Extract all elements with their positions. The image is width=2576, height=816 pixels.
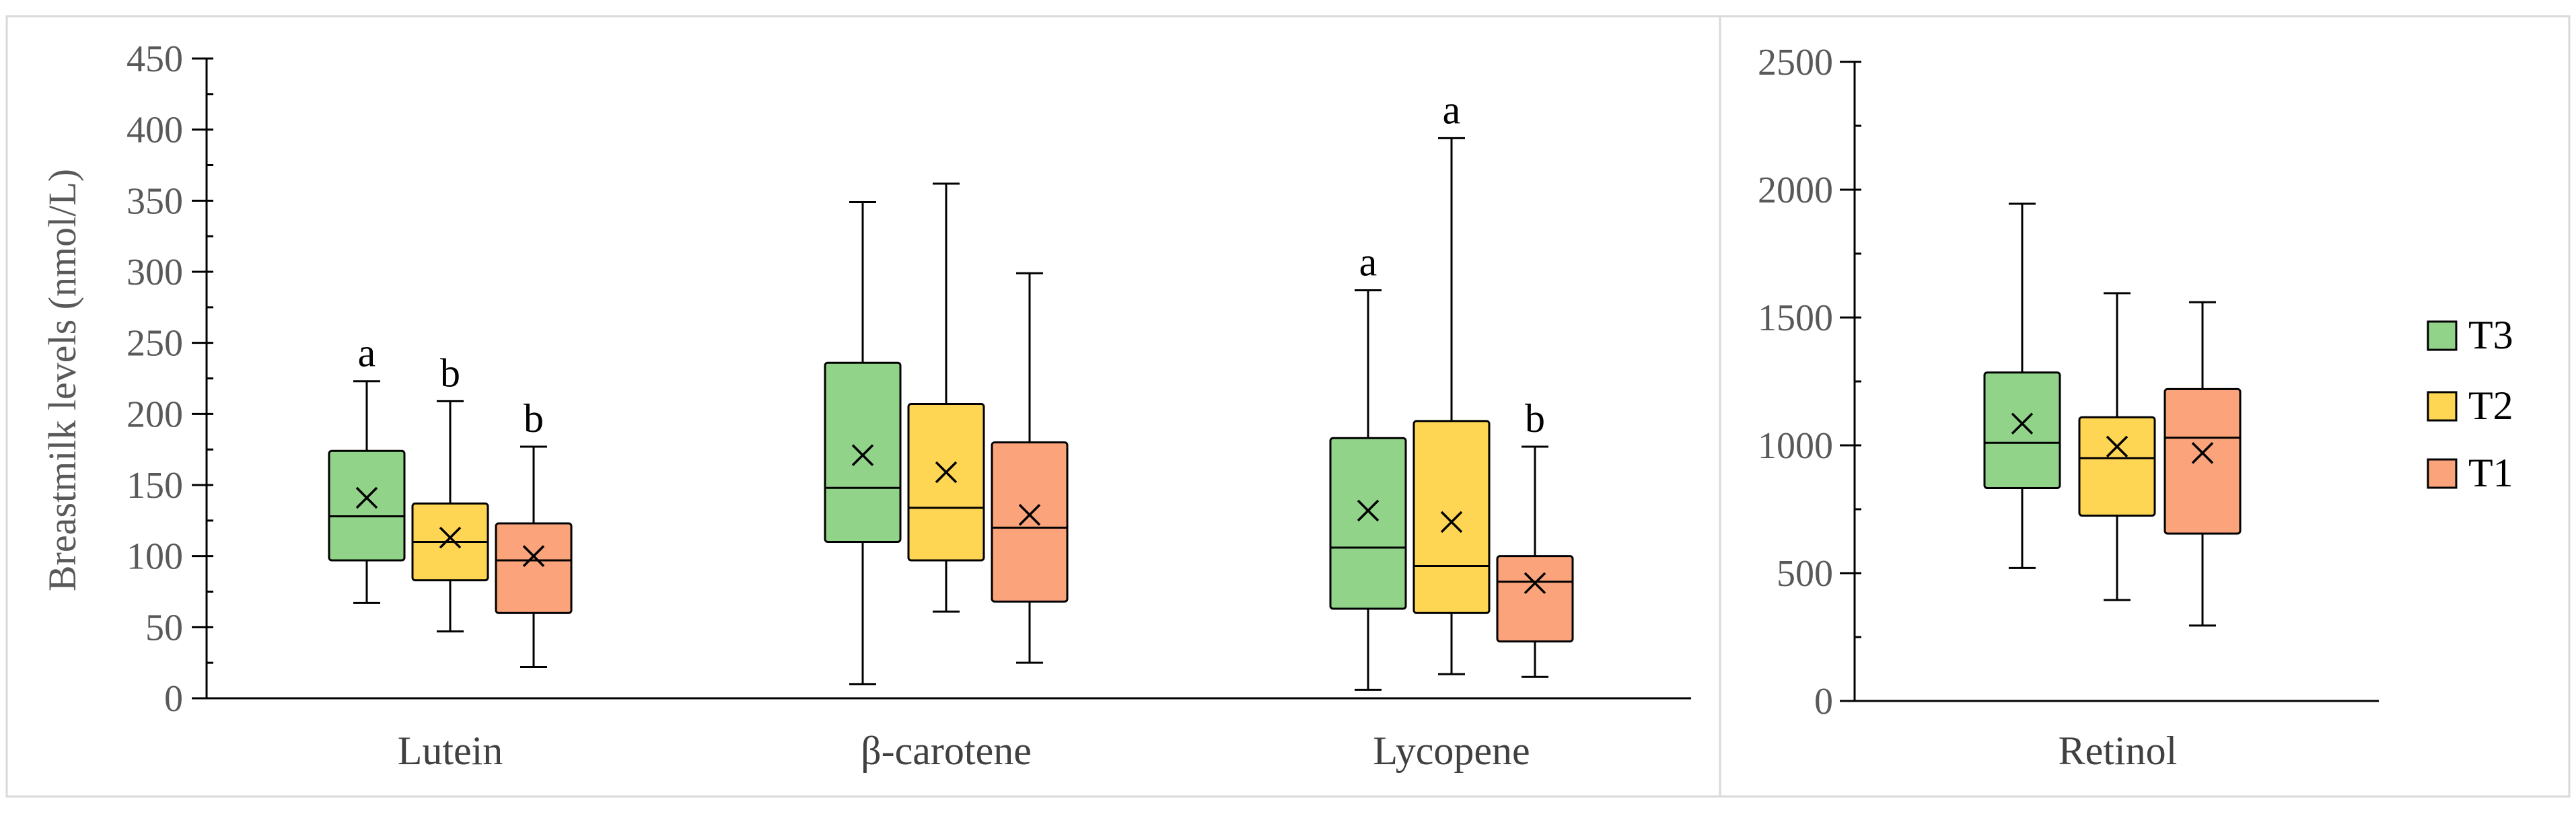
box-t3-lutein-iqr: [328, 449, 406, 562]
category-label-lutein: Lutein: [398, 729, 503, 773]
legend-item-t2: T2: [2427, 383, 2513, 428]
y-tick-label: 350: [127, 180, 183, 222]
y-axis-title: Breastmilk levels (nmol/L): [40, 169, 84, 591]
box-t1-lutein-significance-label: b: [524, 396, 544, 441]
category-label-retinol: Retinol: [2059, 729, 2178, 773]
box-t3-beta-carotene-mean-marker: [851, 444, 874, 466]
box-t1-lutein-mean-marker: [522, 545, 545, 567]
y-tick-label: 0: [164, 678, 183, 720]
category-label-beta-carotene: β-carotene: [861, 729, 1032, 773]
box-t2-lycopene-mean-marker: [1440, 511, 1463, 533]
y-tick-label: 2000: [1758, 170, 1833, 211]
box-t2-lutein-significance-label: b: [440, 350, 460, 395]
legend-item-t3: T3: [2427, 313, 2513, 357]
box-t1-lycopene-significance-label: b: [1525, 396, 1545, 441]
y-tick-label: 200: [127, 394, 183, 435]
category-label-lycopene: Lycopene: [1373, 729, 1530, 773]
y-tick-label: 100: [127, 536, 183, 578]
box-t3-beta-carotene-iqr: [824, 361, 902, 544]
box-t3-lutein-significance-label: a: [358, 331, 376, 375]
box-t3-lycopene-mean-marker: [1357, 499, 1380, 522]
box-t1-lutein-iqr: [495, 522, 573, 614]
box-t3-lycopene-iqr: [1329, 437, 1407, 610]
legend-item-t1: T1: [2427, 451, 2513, 495]
y-tick-label: 150: [127, 465, 183, 507]
plot-layer: 0 50 100 150 200 250 300 350 400 450 Lutein β-carot…: [127, 38, 2379, 773]
y-tick-label: 1500: [1758, 297, 1833, 339]
legend-label-t3: T3: [2468, 313, 2513, 357]
legend-label-t2: T2: [2468, 383, 2513, 428]
y-tick-label: 450: [127, 38, 183, 80]
box-t3-lycopene-significance-label: a: [1359, 239, 1378, 284]
legend-swatch-t2: [2427, 391, 2458, 422]
box-t2-beta-carotene-iqr: [907, 403, 985, 562]
legend: T3 T2 T1: [2427, 313, 2513, 495]
y-tick-label: 50: [145, 607, 183, 648]
box-t1-lycopene-iqr: [1496, 555, 1574, 642]
box-t2-retinol-mean-marker: [2106, 435, 2128, 458]
box-t2-lycopene-iqr: [1412, 420, 1491, 614]
box-t2-lutein-mean-marker: [439, 526, 462, 549]
y-tick-label: 2500: [1758, 42, 1833, 83]
box-t1-lycopene-mean-marker: [1524, 572, 1546, 595]
figure-frame: [5, 15, 2571, 798]
box-t1-retinol-iqr: [2163, 387, 2242, 535]
box-t1-beta-carotene-mean-marker: [1018, 504, 1041, 526]
y-tick-label: 400: [127, 110, 183, 151]
y-tick-label: 1000: [1758, 425, 1833, 467]
y-tick-label: 300: [127, 252, 183, 293]
box-t2-lycopene-significance-label: a: [1443, 87, 1461, 132]
legend-label-t1: T1: [2468, 451, 2513, 495]
box-t3-lutein-mean-marker: [355, 486, 378, 509]
box-t3-retinol-mean-marker: [2011, 412, 2034, 435]
box-t1-retinol-mean-marker: [2191, 442, 2214, 464]
box-t1-beta-carotene-iqr: [991, 441, 1069, 603]
y-tick-label: 0: [1814, 681, 1833, 722]
y-tick-label: 500: [1777, 553, 1833, 595]
box-t3-retinol-iqr: [1983, 371, 2061, 489]
legend-swatch-t3: [2427, 320, 2458, 351]
y-tick-label: 250: [127, 323, 183, 365]
box-t2-retinol-iqr: [2078, 416, 2156, 517]
box-t2-beta-carotene-mean-marker: [935, 461, 958, 484]
legend-swatch-t1: [2427, 458, 2458, 489]
